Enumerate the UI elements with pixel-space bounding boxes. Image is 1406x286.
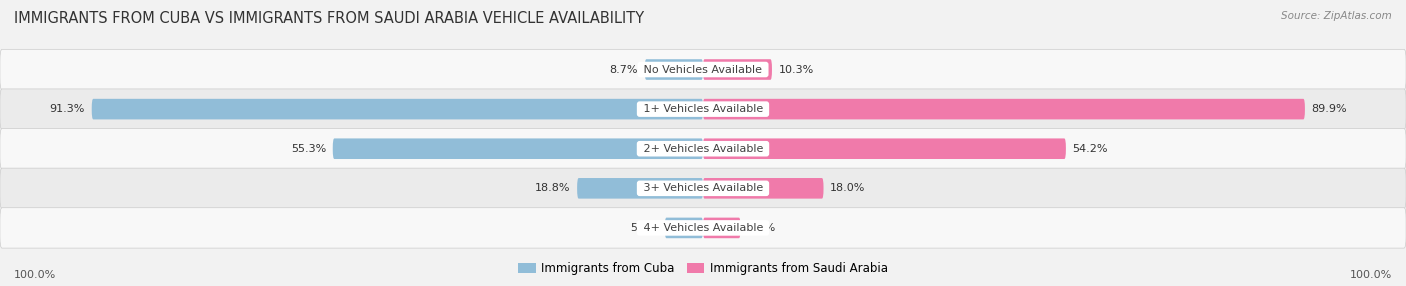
FancyBboxPatch shape bbox=[576, 178, 703, 198]
Text: 55.3%: 55.3% bbox=[291, 144, 326, 154]
Text: 100.0%: 100.0% bbox=[1350, 270, 1392, 280]
FancyBboxPatch shape bbox=[703, 138, 1066, 159]
Text: 89.9%: 89.9% bbox=[1312, 104, 1347, 114]
Text: 3+ Vehicles Available: 3+ Vehicles Available bbox=[640, 183, 766, 193]
FancyBboxPatch shape bbox=[703, 178, 824, 198]
FancyBboxPatch shape bbox=[333, 138, 703, 159]
FancyBboxPatch shape bbox=[703, 218, 741, 238]
FancyBboxPatch shape bbox=[703, 59, 772, 80]
Text: 18.8%: 18.8% bbox=[534, 183, 571, 193]
FancyBboxPatch shape bbox=[0, 89, 1406, 129]
Legend: Immigrants from Cuba, Immigrants from Saudi Arabia: Immigrants from Cuba, Immigrants from Sa… bbox=[513, 258, 893, 280]
Text: 5.6%: 5.6% bbox=[747, 223, 776, 233]
FancyBboxPatch shape bbox=[665, 218, 703, 238]
FancyBboxPatch shape bbox=[91, 99, 703, 120]
Text: Source: ZipAtlas.com: Source: ZipAtlas.com bbox=[1281, 11, 1392, 21]
Text: 54.2%: 54.2% bbox=[1073, 144, 1108, 154]
Text: 1+ Vehicles Available: 1+ Vehicles Available bbox=[640, 104, 766, 114]
FancyBboxPatch shape bbox=[645, 59, 703, 80]
Text: 8.7%: 8.7% bbox=[610, 65, 638, 75]
Text: 91.3%: 91.3% bbox=[49, 104, 84, 114]
Text: 100.0%: 100.0% bbox=[14, 270, 56, 280]
Text: 2+ Vehicles Available: 2+ Vehicles Available bbox=[640, 144, 766, 154]
FancyBboxPatch shape bbox=[703, 99, 1305, 120]
Text: 18.0%: 18.0% bbox=[830, 183, 866, 193]
Text: IMMIGRANTS FROM CUBA VS IMMIGRANTS FROM SAUDI ARABIA VEHICLE AVAILABILITY: IMMIGRANTS FROM CUBA VS IMMIGRANTS FROM … bbox=[14, 11, 644, 26]
Text: 4+ Vehicles Available: 4+ Vehicles Available bbox=[640, 223, 766, 233]
Text: 10.3%: 10.3% bbox=[779, 65, 814, 75]
FancyBboxPatch shape bbox=[0, 208, 1406, 248]
Text: No Vehicles Available: No Vehicles Available bbox=[640, 65, 766, 75]
FancyBboxPatch shape bbox=[0, 168, 1406, 208]
FancyBboxPatch shape bbox=[0, 49, 1406, 90]
Text: 5.7%: 5.7% bbox=[630, 223, 658, 233]
FancyBboxPatch shape bbox=[0, 128, 1406, 169]
